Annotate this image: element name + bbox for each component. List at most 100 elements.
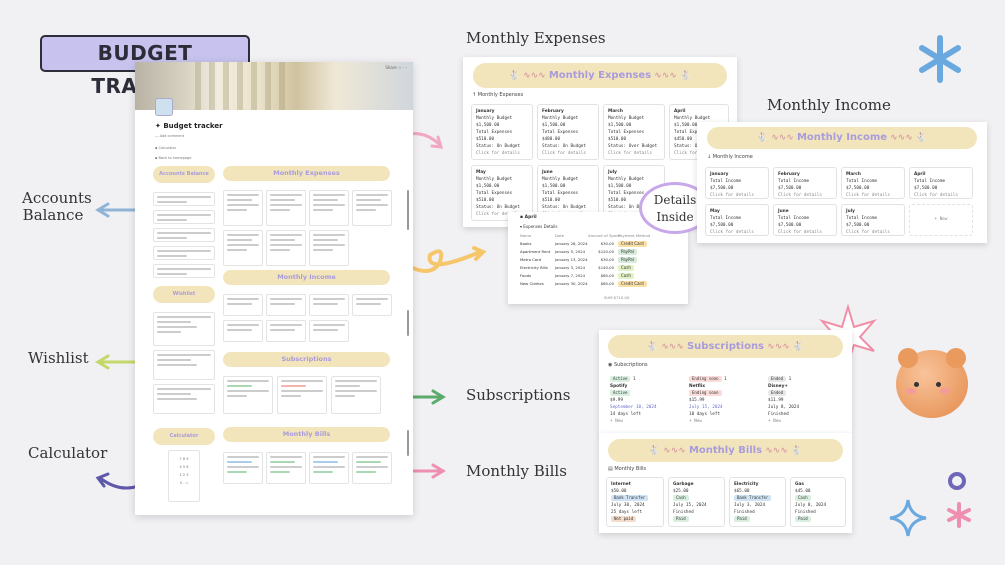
new-button[interactable]: + New: [934, 217, 948, 222]
card-value: $7,500.00: [778, 186, 802, 191]
row-name: Books: [520, 241, 532, 246]
account-card[interactable]: [153, 192, 215, 206]
subscription-name[interactable]: Disney+: [768, 384, 788, 389]
click-for-details-button[interactable]: Click for details: [674, 151, 718, 156]
card-budget: $1,500.00: [542, 184, 566, 189]
header-name: Name: [520, 233, 532, 238]
account-card[interactable]: [153, 264, 215, 278]
wishlist-card[interactable]: [153, 312, 215, 346]
table-row[interactable]: Apartment Rent January 5, 2024 $120.00 PayP…: [520, 249, 637, 255]
click-for-details-button[interactable]: Click for details: [914, 193, 958, 198]
bill-mini-card[interactable]: [352, 452, 392, 484]
bill-mini-card[interactable]: [266, 452, 306, 484]
table-row[interactable]: New Clothes January 30, 2024 $80.00 Credit …: [520, 281, 647, 287]
income-mini-card[interactable]: [309, 294, 349, 316]
expense-mini-card[interactable]: [352, 190, 392, 226]
expense-mini-card[interactable]: [309, 230, 349, 266]
new-income-card[interactable]: + New: [909, 204, 973, 236]
scrollbar[interactable]: [407, 430, 409, 456]
bill-mini-card[interactable]: [309, 452, 349, 484]
click-for-details-button[interactable]: Click for details: [542, 151, 586, 156]
bill-card-electricity[interactable]: Electricity $65.00 Bank Transfer July 3,…: [729, 477, 786, 527]
card-month: April: [674, 109, 686, 114]
click-for-details-button[interactable]: Click for details: [710, 193, 754, 198]
income-card-july[interactable]: July Total Income $7,500.00 Click for de…: [841, 204, 905, 236]
income-mini-card[interactable]: [223, 294, 263, 316]
new-button[interactable]: + New: [768, 419, 781, 424]
bill-card-internet[interactable]: Internet $50.00 Bank Transfer July 30, 2…: [606, 477, 664, 527]
page-link-2[interactable]: ▪ Back to homepage: [155, 156, 192, 160]
account-card[interactable]: [153, 246, 215, 260]
click-for-details-button[interactable]: Click for details: [846, 193, 890, 198]
bills-panel: 🐇 ∿∿∿ Monthly Bills ∿∿∿ 🐇 ▤ Monthly Bill…: [599, 433, 852, 533]
page-link-1[interactable]: ▪ Calculator: [155, 146, 177, 150]
income-card-march[interactable]: March Total Income $7,500.00 Click for d…: [841, 167, 905, 199]
expense-card-january[interactable]: January Monthly Budget $1,500.00 Total E…: [471, 104, 533, 160]
wishlist-card[interactable]: [153, 350, 215, 380]
expense-card-may[interactable]: May Monthly Budget $1,500.00 Total Expen…: [471, 165, 533, 221]
table-row[interactable]: Books January 26, 2024 $30.00 Credit Card: [520, 241, 647, 247]
table-row[interactable]: Foods January 7, 2024 $80.00 Cash: [520, 273, 634, 279]
new-button[interactable]: + New: [610, 419, 623, 424]
scrollbar[interactable]: [407, 190, 409, 230]
wishlist-card[interactable]: [153, 384, 215, 414]
income-mini-card[interactable]: [266, 294, 306, 316]
expenses-banner-text: Monthly Expenses: [548, 70, 652, 81]
small-asterisk-decoration-icon: [947, 502, 971, 528]
income-card-january[interactable]: January Total Income $7,500.00 Click for…: [705, 167, 769, 199]
bill-mini-card[interactable]: [223, 452, 263, 484]
table-row[interactable]: Metro Card January 13, 2024 $30.00 PayPal: [520, 257, 637, 263]
income-card-february[interactable]: February Total Income $7,500.00 Click fo…: [773, 167, 837, 199]
card-label: Total Income: [710, 216, 742, 221]
click-for-details-button[interactable]: Click for details: [778, 193, 822, 198]
expense-card-february[interactable]: February Monthly Budget $1,500.00 Total …: [537, 104, 599, 160]
income-card-june[interactable]: June Total Income $7,500.00 Click for de…: [773, 204, 837, 236]
income-card-april[interactable]: April Total Income $7,500.00 Click for d…: [909, 167, 973, 199]
subscription-price: $11.99: [768, 398, 784, 403]
subscription-mini-card[interactable]: [331, 376, 381, 414]
bill-card-gas[interactable]: Gas $45.00 Cash July 8, 2024 Finished Pa…: [790, 477, 846, 527]
section-banner-expenses: Monthly Expenses: [223, 166, 390, 181]
card-month: March: [846, 172, 861, 177]
click-for-details-button[interactable]: Click for details: [778, 230, 822, 235]
section-banner-income: Monthly Income: [223, 270, 390, 285]
expense-mini-card[interactable]: [223, 230, 263, 266]
account-card[interactable]: [153, 210, 215, 224]
income-mini-card[interactable]: [352, 294, 392, 316]
income-mini-card[interactable]: [309, 320, 349, 342]
income-sub: ↓ Monthly Income: [707, 154, 753, 160]
account-card[interactable]: [153, 228, 215, 242]
expense-mini-card[interactable]: [309, 190, 349, 226]
subscription-name[interactable]: Spotify: [610, 384, 628, 389]
expense-card-march[interactable]: March Monthly Budget $1,500.00 Total Exp…: [603, 104, 665, 160]
row-method: PayPal: [618, 257, 637, 263]
expense-card-june[interactable]: June Monthly Budget $1,500.00 Total Expe…: [537, 165, 599, 221]
subscription-mini-card[interactable]: [277, 376, 327, 414]
bill-card-garbage[interactable]: Garbage $25.00 Cash July 15, 2024 Finish…: [668, 477, 725, 527]
income-mini-card[interactable]: [223, 320, 263, 342]
new-button[interactable]: + New: [689, 419, 702, 424]
subscription-group-ended: Ended 1 Disney+ Ended $11.99 July 8, 202…: [764, 373, 838, 425]
expense-mini-card[interactable]: [223, 190, 263, 226]
click-for-details-button[interactable]: Click for details: [710, 230, 754, 235]
income-mini-card[interactable]: [266, 320, 306, 342]
subscriptions-sub-text: Subscriptions: [613, 362, 648, 368]
subscription-mini-card[interactable]: [223, 376, 273, 414]
bill-date: July 15, 2024: [673, 503, 707, 508]
table-row[interactable]: Electricity Bills January 3, 2024 $140.00 C…: [520, 265, 634, 271]
scrollbar[interactable]: [407, 310, 409, 336]
row-date: January 5, 2024: [555, 249, 586, 254]
click-for-details-button[interactable]: Click for details: [476, 212, 520, 217]
topbar-icons: Share ☆ ⋯: [385, 65, 407, 70]
row-name: Foods: [520, 273, 532, 278]
side-banner-wishlist: Wishlist: [153, 286, 215, 303]
click-for-details-button[interactable]: Click for details: [846, 230, 890, 235]
expense-mini-card[interactable]: [266, 190, 306, 226]
click-for-details-button[interactable]: Click for details: [608, 151, 652, 156]
click-for-details-button[interactable]: Click for details: [476, 151, 520, 156]
income-card-may[interactable]: May Total Income $7,500.00 Click for det…: [705, 204, 769, 236]
expense-mini-card[interactable]: [266, 230, 306, 266]
subscription-name[interactable]: Netflix: [689, 384, 705, 389]
